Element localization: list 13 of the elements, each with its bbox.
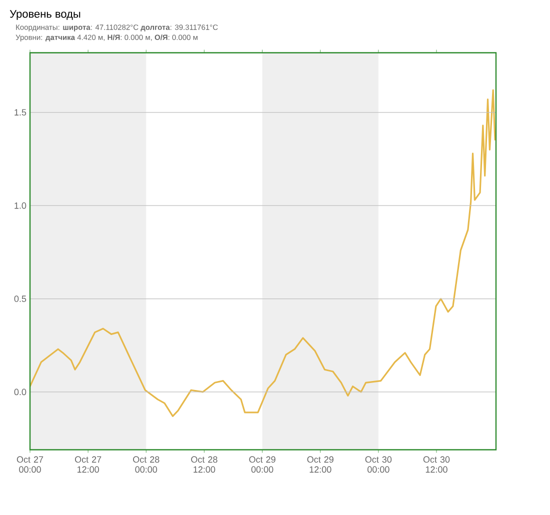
y-tick-label: 1.5 bbox=[14, 109, 26, 116]
x-tick-label: Oct 28 00:00 bbox=[133, 456, 160, 473]
x-tick-label: Oct 29 12:00 bbox=[307, 456, 334, 473]
y-tick-label: 0.5 bbox=[14, 296, 26, 302]
y-tick-label: 1.0 bbox=[14, 202, 26, 209]
y-tick-label: 0.0 bbox=[14, 388, 26, 396]
x-tick-label: Oct 30 12:00 bbox=[423, 456, 450, 473]
x-tick-label: Oct 30 00:00 bbox=[365, 456, 392, 473]
chart-title: Уровень воды bbox=[10, 10, 80, 20]
x-tick-label: Oct 27 12:00 bbox=[74, 456, 102, 473]
x-tick-label: Oct 28 12:00 bbox=[191, 456, 218, 473]
x-tick-label: Oct 29 00:00 bbox=[249, 456, 276, 473]
x-tick-label: Oct 27 00:00 bbox=[16, 456, 44, 473]
